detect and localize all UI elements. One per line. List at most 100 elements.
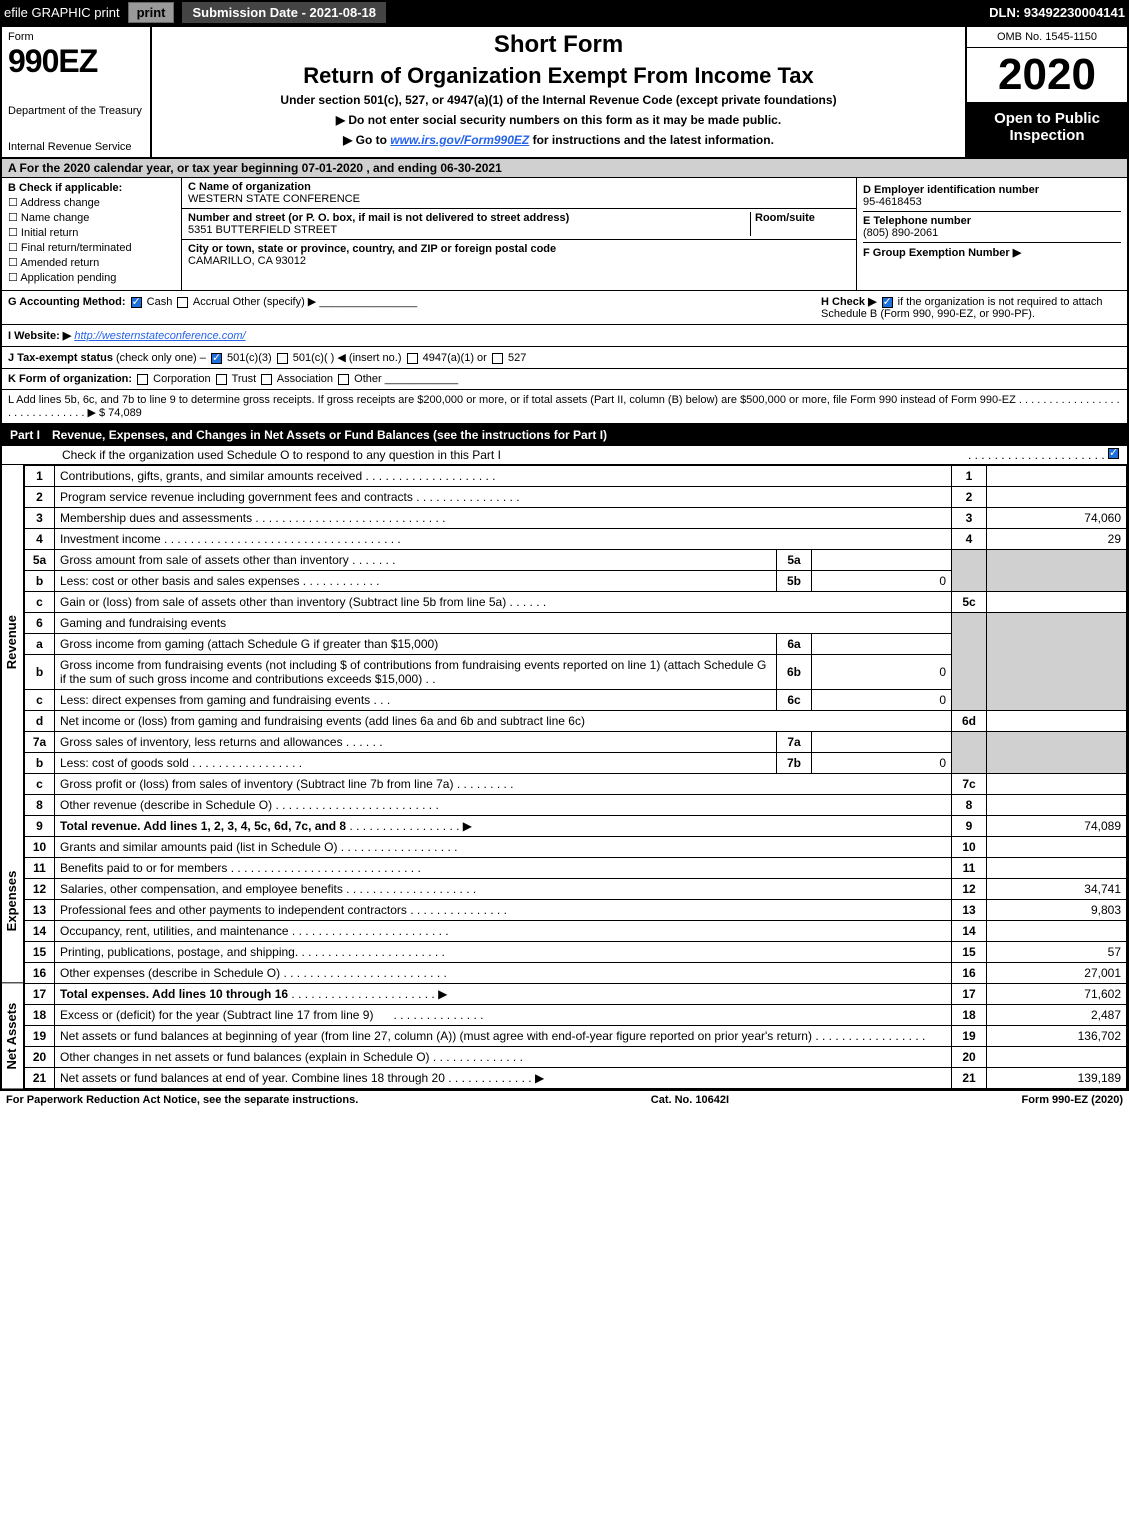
open-line2: Inspection — [971, 127, 1123, 144]
l5a-desc: Gross amount from sale of assets other t… — [60, 553, 349, 567]
check-4947[interactable] — [407, 353, 418, 364]
l19-desc: Net assets or fund balances at beginning… — [60, 1029, 812, 1043]
website-link[interactable]: http://westernstateconference.com/ — [74, 330, 245, 342]
check-accrual[interactable] — [177, 297, 188, 308]
l17-desc: Total expenses. Add lines 10 through 16 — [60, 987, 288, 1001]
l1-desc: Contributions, gifts, grants, and simila… — [60, 469, 362, 483]
l18-val: 2,487 — [987, 1005, 1127, 1026]
check-initial-return[interactable]: ☐ Initial return — [8, 226, 175, 239]
phone-value: (805) 890-2061 — [863, 227, 1121, 239]
row-k: K Form of organization: Corporation Trus… — [2, 369, 1127, 390]
org-name-label: C Name of organization — [188, 181, 850, 193]
form-label: Form — [8, 31, 144, 43]
warning-ssn: ▶ Do not enter social security numbers o… — [162, 113, 955, 127]
check-trust[interactable] — [216, 374, 227, 385]
open-line1: Open to Public — [971, 110, 1123, 127]
l4-desc: Investment income — [60, 532, 161, 546]
row-a-tax-year: A For the 2020 calendar year, or tax yea… — [2, 159, 1127, 178]
check-o-text: Check if the organization used Schedule … — [62, 448, 501, 462]
opt-4947: 4947(a)(1) or — [423, 352, 487, 364]
accounting-label: G Accounting Method: — [8, 296, 126, 308]
box-b: B Check if applicable: ☐ Address change … — [2, 178, 182, 290]
check-application-pending[interactable]: ☐ Application pending — [8, 271, 175, 284]
goto-line: ▶ Go to www.irs.gov/Form990EZ for instru… — [162, 133, 955, 147]
open-to-public: Open to Public Inspection — [967, 104, 1127, 157]
opt-527: 527 — [508, 352, 526, 364]
part-i-label: Part I — [10, 428, 40, 442]
opt-501c3: 501(c)(3) — [227, 352, 272, 364]
info-block: B Check if applicable: ☐ Address change … — [2, 178, 1127, 291]
side-netassets: Net Assets — [2, 984, 23, 1089]
check-other-org[interactable] — [338, 374, 349, 385]
l12-val: 34,741 — [987, 879, 1127, 900]
website-label: I Website: ▶ — [8, 330, 71, 342]
l12-desc: Salaries, other compensation, and employ… — [60, 882, 343, 896]
l21-desc: Net assets or fund balances at end of ye… — [60, 1071, 445, 1085]
l5b-inner: 0 — [812, 571, 952, 592]
opt-trust: Trust — [232, 373, 257, 385]
part-i-header: Part I Revenue, Expenses, and Changes in… — [2, 424, 1127, 446]
footer-right: Form 990-EZ (2020) — [1022, 1094, 1123, 1106]
l15-val: 57 — [987, 942, 1127, 963]
l2-val — [987, 487, 1127, 508]
l4-val: 29 — [987, 529, 1127, 550]
l6c-inner: 0 — [812, 690, 952, 711]
goto-suffix: for instructions and the latest informat… — [529, 133, 774, 147]
check-cash[interactable] — [131, 297, 142, 308]
l14-desc: Occupancy, rent, utilities, and maintena… — [60, 924, 289, 938]
opt-501c: 501(c)( ) ◀ (insert no.) — [293, 352, 402, 364]
check-501c3[interactable] — [211, 353, 222, 364]
submission-date: Submission Date - 2021-08-18 — [182, 2, 386, 23]
check-schedule-b[interactable] — [882, 297, 893, 308]
check-address-change[interactable]: ☐ Address change — [8, 196, 175, 209]
l6b-inner: 0 — [812, 655, 952, 690]
l13-val: 9,803 — [987, 900, 1127, 921]
ein-label: D Employer identification number — [863, 184, 1121, 196]
check-final-return[interactable]: ☐ Final return/terminated — [8, 241, 175, 254]
l7b-inner: 0 — [812, 753, 952, 774]
row-j: J Tax-exempt status (check only one) – 5… — [2, 347, 1127, 369]
l6-desc: Gaming and fundraising events — [55, 613, 952, 634]
check-schedule-o[interactable] — [1108, 448, 1119, 459]
tax-exempt-label: J Tax-exempt status — [8, 352, 113, 364]
l18-desc: Excess or (deficit) for the year (Subtra… — [60, 1008, 373, 1022]
row-h-label: H Check ▶ — [821, 296, 877, 308]
l5c-desc: Gain or (loss) from sale of assets other… — [60, 595, 506, 609]
check-amended-return[interactable]: ☐ Amended return — [8, 256, 175, 269]
l16-desc: Other expenses (describe in Schedule O) — [60, 966, 280, 980]
l7b-desc: Less: cost of goods sold — [60, 756, 189, 770]
dln-number: DLN: 93492230004141 — [989, 5, 1125, 20]
l10-desc: Grants and similar amounts paid (list in… — [60, 840, 337, 854]
print-button[interactable]: print — [128, 2, 175, 23]
tax-exempt-sub: (check only one) – — [116, 352, 206, 364]
subtitle: Under section 501(c), 527, or 4947(a)(1)… — [162, 93, 955, 107]
footer-center: Cat. No. 10642I — [651, 1094, 729, 1106]
row-l: L Add lines 5b, 6c, and 7b to line 9 to … — [2, 390, 1127, 424]
l6a-desc: Gross income from gaming (attach Schedul… — [60, 637, 438, 651]
l1-val — [987, 466, 1127, 487]
efile-label: efile GRAPHIC print — [4, 5, 120, 20]
row-i: I Website: ▶ http://westernstateconferen… — [2, 325, 1127, 347]
l6c-desc: Less: direct expenses from gaming and fu… — [60, 693, 370, 707]
form-org-label: K Form of organization: — [8, 373, 132, 385]
check-schedule-o-line: Check if the organization used Schedule … — [2, 446, 1127, 465]
row-l-value: ▶ $ 74,089 — [87, 407, 141, 419]
l11-val — [987, 858, 1127, 879]
check-corporation[interactable] — [137, 374, 148, 385]
check-association[interactable] — [261, 374, 272, 385]
footer-left: For Paperwork Reduction Act Notice, see … — [6, 1094, 358, 1106]
opt-corp: Corporation — [153, 373, 210, 385]
tax-year: 2020 — [967, 48, 1127, 104]
dept-irs: Internal Revenue Service — [8, 141, 144, 153]
irs-link[interactable]: www.irs.gov/Form990EZ — [390, 133, 529, 147]
l20-val — [987, 1047, 1127, 1068]
check-501c[interactable] — [277, 353, 288, 364]
l3-desc: Membership dues and assessments — [60, 511, 252, 525]
check-527[interactable] — [492, 353, 503, 364]
l20-desc: Other changes in net assets or fund bala… — [60, 1050, 430, 1064]
l7c-val — [987, 774, 1127, 795]
check-name-change[interactable]: ☐ Name change — [8, 211, 175, 224]
boxes-def: D Employer identification number 95-4618… — [857, 178, 1127, 290]
l6b-desc: Gross income from fundraising events (no… — [60, 658, 766, 686]
l7a-desc: Gross sales of inventory, less returns a… — [60, 735, 343, 749]
